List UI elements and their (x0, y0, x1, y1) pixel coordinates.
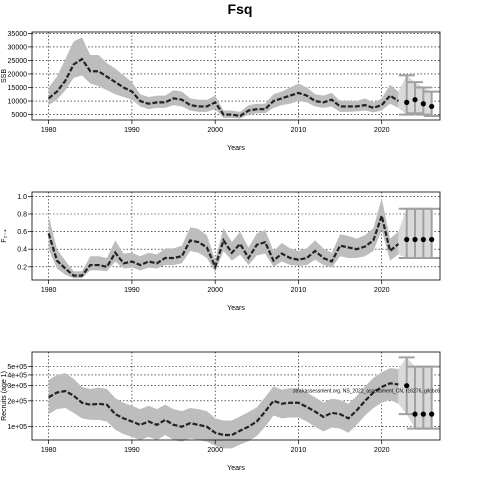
y-tick-label: 10000 (8, 99, 28, 106)
x-tick-label: 1990 (124, 287, 140, 294)
x-tick-label: 2000 (207, 127, 223, 134)
x-tick-label: 1980 (41, 127, 57, 134)
projection-point (404, 99, 410, 105)
y-axis-label: SSB (1, 69, 8, 83)
median-line (47, 57, 399, 118)
projection-point (412, 411, 418, 417)
y-tick-label: 25000 (8, 58, 28, 65)
x-tick-label: 1990 (124, 127, 140, 134)
y-tick-label: 30000 (8, 44, 28, 51)
projection-point (404, 236, 410, 243)
projection-point (429, 411, 435, 417)
y-tick-label: 5000 (11, 112, 27, 119)
confidence-band (48, 368, 399, 449)
chart-title: Fsq (228, 1, 253, 17)
y-tick-label: 20000 (8, 71, 28, 78)
projection-point (420, 411, 426, 417)
projection-point (420, 236, 426, 243)
projection-point (412, 236, 418, 243)
panel-3: 1980 1990 2000 2010 2020 1e+05 2e+05 3e+05 4e+05… (1, 351, 441, 472)
x-tick-label: 2020 (374, 127, 390, 134)
x-tick-label: 1980 (41, 287, 57, 294)
y-tick-label: 15000 (8, 85, 28, 92)
y-axis-label: Recruits (age 1) (1, 371, 8, 421)
y-tick-label: 3e+05 (7, 383, 27, 390)
x-tick-label: 2020 (374, 287, 390, 294)
y-tick-label: 0.4 (17, 247, 27, 254)
confidence-band (48, 37, 399, 119)
y-tick-label: 2e+05 (7, 398, 27, 405)
x-axis-label: Years (227, 145, 245, 152)
plot-frame (31, 351, 441, 441)
x-axis-label: Years (227, 465, 245, 472)
median-line (48, 382, 399, 437)
x-tick-label: 2010 (291, 287, 307, 294)
plot-frame (31, 191, 441, 281)
y-tick-label: 0.6 (17, 229, 27, 236)
x-tick-label: 2010 (291, 447, 307, 454)
panel-1: 1980 1990 2000 2010 2020 5000 10000 15000 20000 2… (1, 31, 441, 152)
projection-point (429, 103, 435, 110)
median-line (47, 211, 400, 277)
plot-frame (31, 31, 441, 121)
x-tick-label: 2010 (291, 127, 307, 134)
x-tick-label: 2000 (207, 287, 223, 294)
panel-2: 1980 1990 2000 2010 2020 0.2 0.4 0.6 0.8 1.0 Years… (1, 191, 441, 312)
x-tick-label: 1990 (124, 447, 140, 454)
projection-point (420, 101, 426, 107)
x-tick-label: 2020 (374, 447, 390, 454)
x-tick-label: 1980 (41, 447, 57, 454)
y-tick-label: 35000 (8, 31, 28, 38)
panels: 1980 1990 2000 2010 2020 5000 10000 15000 20000 2… (1, 31, 441, 472)
y-axis-label: F₂₋₄ (1, 229, 8, 243)
projection-point (429, 236, 435, 243)
y-tick-label: 1e+05 (7, 424, 27, 431)
y-tick-label: 1.0 (17, 194, 27, 201)
y-tick-label: 0.2 (17, 264, 27, 271)
projection-point (404, 383, 410, 389)
x-tick-label: 2000 (207, 447, 223, 454)
x-axis-label: Years (227, 305, 245, 312)
confidence-band (48, 198, 399, 279)
y-tick-label: 0.8 (17, 212, 27, 219)
projection-point (412, 97, 418, 103)
y-tick-label: 5e+05 (7, 364, 27, 371)
y-tick-label: 4e+05 (7, 372, 27, 379)
chart-annotation: stockassessment.org, NS_2022_assessment_… (293, 388, 440, 394)
